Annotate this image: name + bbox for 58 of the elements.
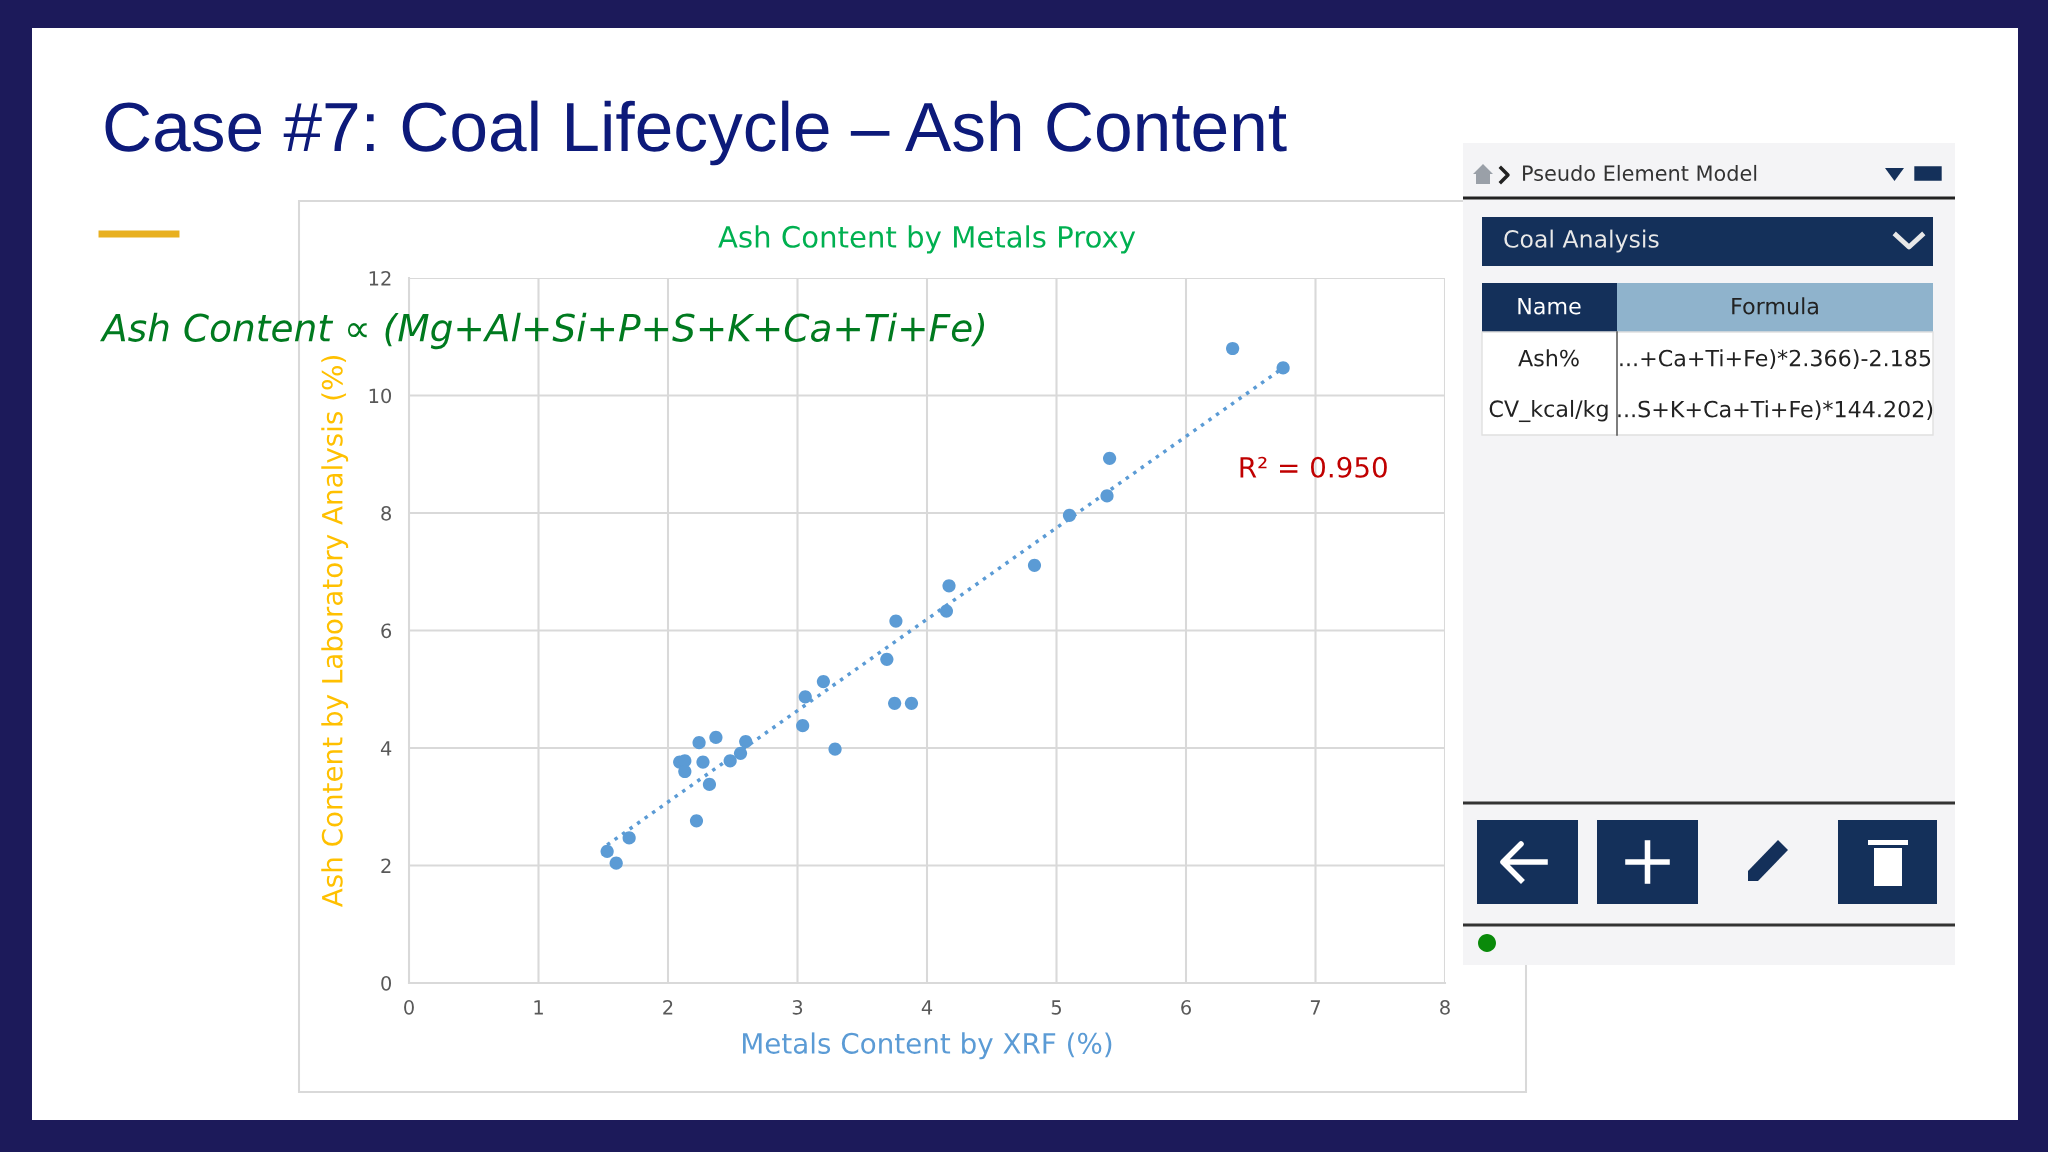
y-tick-label: 10 bbox=[369, 388, 392, 404]
x-tick-label: 7 bbox=[1310, 1000, 1321, 1015]
x-tick-label: 5 bbox=[1051, 1000, 1061, 1015]
text: CV_kcal/kg bbox=[1489, 399, 1608, 423]
point bbox=[1276, 361, 1290, 375]
annotation: Ash Content ∝ (Mg+Al+Si+P+S+K+Ca+Ti+Fe) bbox=[100, 312, 985, 350]
point bbox=[939, 604, 954, 618]
point bbox=[880, 652, 894, 666]
point bbox=[739, 734, 753, 749]
point bbox=[709, 730, 723, 745]
y-tick-label: 12 bbox=[369, 270, 391, 286]
text: Formula bbox=[1732, 297, 1818, 315]
point bbox=[702, 777, 717, 792]
point bbox=[692, 736, 706, 750]
y-axis-title: Ash Content by Laboratory Analysis (%) bbox=[321, 356, 349, 908]
point bbox=[723, 754, 737, 768]
x-tick-label: 6 bbox=[1181, 1000, 1191, 1015]
chart-title: Ash Content by Metals Proxy bbox=[718, 225, 1136, 254]
point bbox=[889, 614, 903, 628]
point bbox=[1226, 341, 1240, 356]
x-tick-label: 4 bbox=[921, 1000, 933, 1015]
point bbox=[696, 755, 710, 769]
point bbox=[1100, 489, 1114, 503]
text: Ash% bbox=[1518, 349, 1579, 367]
point bbox=[888, 696, 902, 710]
x-axis-title: Metals Content by XRF (%) bbox=[743, 1032, 1112, 1060]
point bbox=[1027, 558, 1042, 572]
point bbox=[622, 831, 636, 845]
x-tick-label: 0 bbox=[404, 1000, 414, 1015]
point bbox=[689, 814, 704, 828]
y-tick-label: 6 bbox=[381, 623, 392, 639]
x-tick-label: 1 bbox=[534, 1000, 543, 1015]
x-tick-label: 3 bbox=[792, 1000, 803, 1015]
point bbox=[678, 764, 692, 779]
point bbox=[904, 696, 919, 710]
text: Case #7: Coal Lifecycle – Ash Content bbox=[105, 100, 1287, 166]
text: ...S+K+Ca+Ti+Fe)*144.202) bbox=[1618, 400, 1933, 421]
point bbox=[816, 675, 830, 689]
point bbox=[733, 746, 748, 760]
text: ...+Ca+Ti+Fe)*2.366)-2.185 bbox=[1620, 349, 1931, 370]
x-tick-label: 8 bbox=[1440, 1000, 1450, 1015]
point bbox=[796, 719, 810, 733]
point bbox=[1103, 451, 1117, 465]
text: Coal Analysis bbox=[1504, 229, 1659, 253]
text: Pseudo Element Model bbox=[1523, 164, 1757, 182]
point bbox=[942, 579, 956, 593]
y-tick-label: 4 bbox=[380, 741, 392, 756]
y-tick-label: 8 bbox=[381, 505, 391, 521]
annotation: R² = 0.950 bbox=[1240, 456, 1387, 478]
point bbox=[828, 742, 842, 756]
x-tick-label: 2 bbox=[663, 1000, 673, 1015]
text: Name bbox=[1518, 297, 1581, 315]
y-tick-label: 2 bbox=[381, 858, 391, 873]
point bbox=[798, 690, 812, 704]
y-tick-label: 0 bbox=[381, 975, 392, 991]
point bbox=[1062, 508, 1077, 522]
point bbox=[609, 856, 623, 870]
point bbox=[600, 844, 614, 858]
